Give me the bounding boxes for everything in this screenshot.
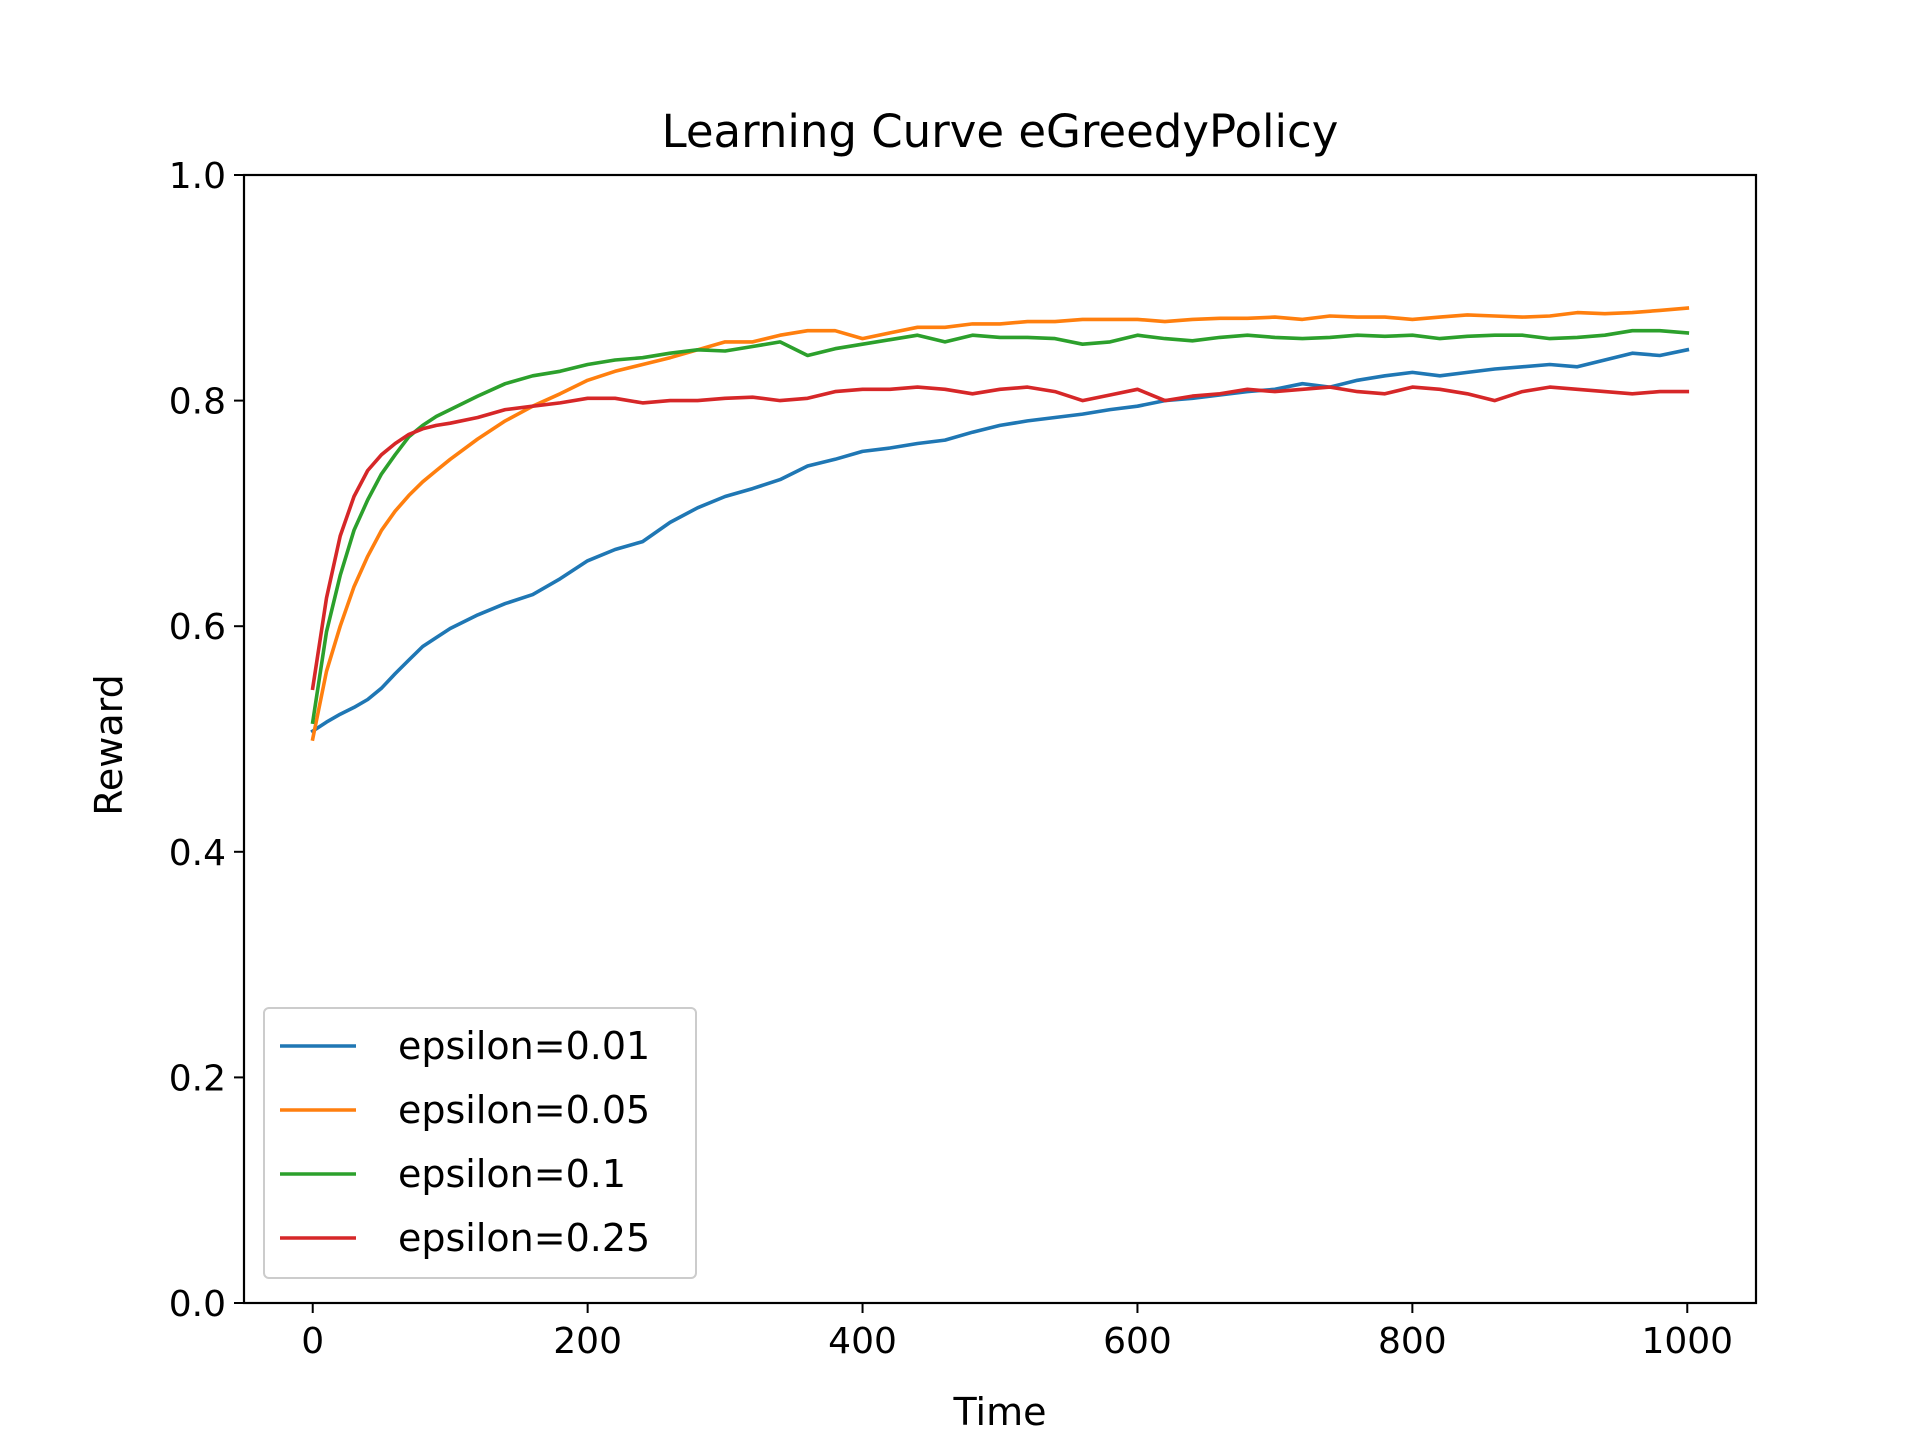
y-axis-label: Reward — [87, 674, 131, 816]
x-tick-label: 600 — [1103, 1321, 1172, 1362]
y-tick-label: 0.4 — [169, 833, 226, 874]
x-tick-label: 1000 — [1641, 1321, 1733, 1362]
x-axis-ticks: 0 200 400 600 800 1000 — [301, 1303, 1733, 1362]
y-tick-label: 0.2 — [169, 1058, 226, 1099]
y-tick-label: 0.0 — [169, 1284, 226, 1325]
x-axis-label: Time — [953, 1390, 1047, 1434]
chart-title: Learning Curve eGreedyPolicy — [662, 105, 1339, 158]
x-tick-label: 200 — [553, 1321, 622, 1362]
plot-frame — [242, 173, 1758, 1305]
legend-label: epsilon=0.05 — [398, 1088, 650, 1132]
x-tick-label: 800 — [1378, 1321, 1447, 1362]
plot-lines — [310, 306, 1690, 742]
series-line-1 — [310, 347, 1690, 734]
y-tick-label: 1.0 — [169, 156, 226, 197]
x-tick-label: 400 — [828, 1321, 897, 1362]
legend-box — [263, 1007, 697, 1279]
legend-label: epsilon=0.25 — [398, 1216, 650, 1260]
series-line-4 — [310, 385, 1690, 691]
y-axis-ticks: 0.0 0.2 0.4 0.6 0.8 1.0 — [169, 156, 244, 1325]
series-line-3 — [310, 328, 1690, 725]
y-tick-label: 0.6 — [169, 607, 226, 648]
x-tick-label: 0 — [301, 1321, 324, 1362]
legend-label: epsilon=0.1 — [398, 1152, 626, 1196]
y-tick-label: 0.8 — [169, 382, 226, 423]
series-line-2 — [310, 306, 1690, 742]
legend-label: epsilon=0.01 — [398, 1024, 650, 1068]
legend: epsilon=0.01 epsilon=0.05 epsilon=0.1 epsil… — [263, 1007, 697, 1279]
